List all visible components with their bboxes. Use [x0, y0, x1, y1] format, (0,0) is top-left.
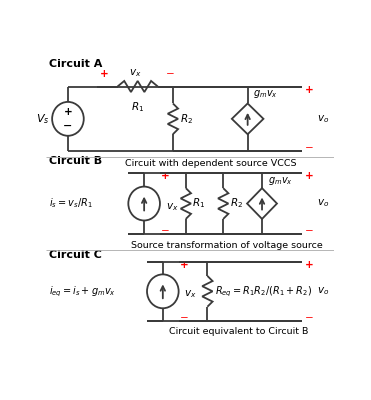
- Text: Source transformation of voltage source: Source transformation of voltage source: [131, 241, 323, 250]
- Text: −: −: [305, 312, 314, 322]
- Text: Circuit with dependent source VCCS: Circuit with dependent source VCCS: [125, 159, 297, 168]
- Text: $v_o$: $v_o$: [317, 113, 329, 125]
- Text: $v_x$: $v_x$: [166, 201, 178, 212]
- Text: −: −: [165, 69, 174, 79]
- Text: +: +: [63, 107, 72, 117]
- Text: $i_{eq} = i_s + g_m v_x$: $i_{eq} = i_s + g_m v_x$: [49, 284, 116, 298]
- Text: $v_x$: $v_x$: [184, 288, 197, 300]
- Text: $g_m v_x$: $g_m v_x$: [268, 174, 293, 186]
- Text: $R_2$: $R_2$: [180, 112, 193, 126]
- Text: +: +: [305, 84, 314, 94]
- Text: +: +: [305, 260, 314, 270]
- Text: $i_s = v_s/R_1$: $i_s = v_s/R_1$: [49, 197, 93, 210]
- Text: $V_s$: $V_s$: [36, 112, 49, 126]
- Text: $R_2$: $R_2$: [230, 197, 243, 210]
- Text: $R_1$: $R_1$: [131, 100, 144, 114]
- Text: +: +: [161, 171, 170, 181]
- Text: Circuit C: Circuit C: [49, 250, 102, 260]
- Text: $R_{eq} = R_1 R_2/(R_1 + R_2)$: $R_{eq} = R_1 R_2/(R_1 + R_2)$: [214, 284, 312, 298]
- Text: Circuit B: Circuit B: [49, 156, 102, 166]
- Text: $R_1$: $R_1$: [192, 197, 205, 210]
- Text: Circuit A: Circuit A: [49, 59, 103, 69]
- Text: −: −: [305, 226, 314, 236]
- Text: −: −: [63, 121, 73, 131]
- Text: −: −: [161, 226, 170, 236]
- Text: −: −: [305, 143, 314, 153]
- Text: +: +: [180, 260, 189, 270]
- Text: $g_m v_x$: $g_m v_x$: [253, 88, 278, 100]
- Text: $v_x$: $v_x$: [128, 67, 141, 79]
- Text: +: +: [99, 69, 108, 79]
- Text: Circuit equivalent to Circuit B: Circuit equivalent to Circuit B: [169, 327, 309, 336]
- Text: +: +: [305, 171, 314, 181]
- Text: $v_o$: $v_o$: [317, 198, 329, 210]
- Text: −: −: [180, 312, 189, 322]
- Text: $v_o$: $v_o$: [317, 286, 329, 297]
